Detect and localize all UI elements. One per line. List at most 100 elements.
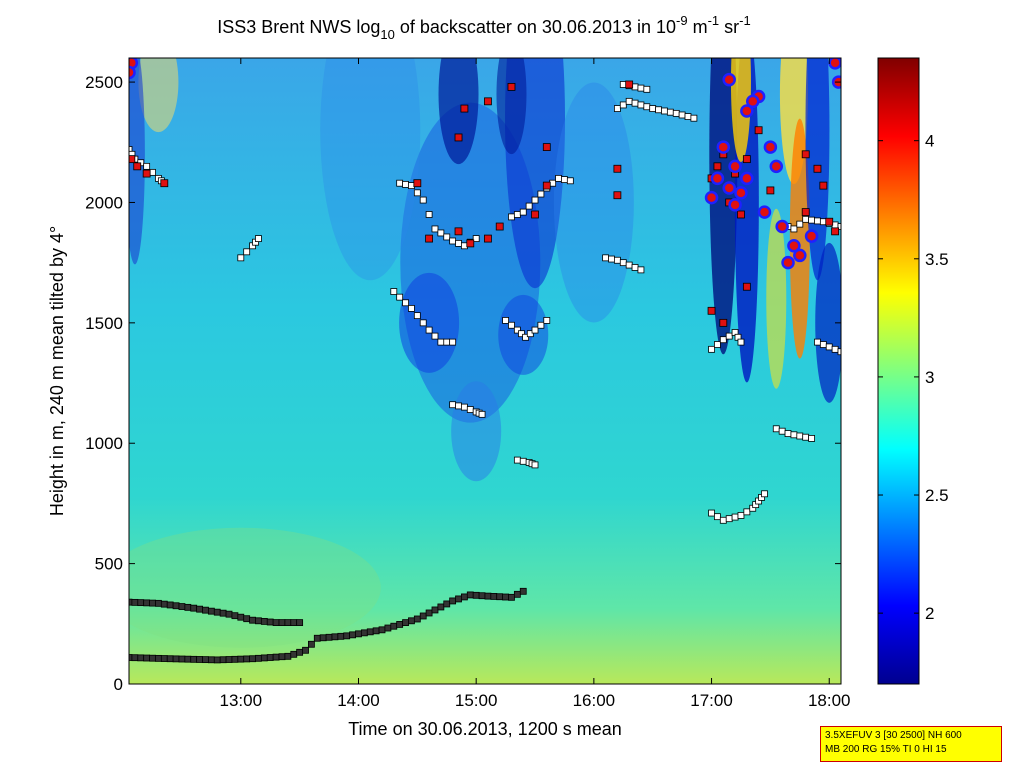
data-marker: [613, 256, 621, 264]
data-marker: [402, 181, 409, 188]
data-marker: [814, 338, 821, 346]
data-marker: [272, 653, 280, 661]
data-marker: [637, 101, 645, 109]
data-marker: [266, 654, 274, 661]
data-marker: [531, 196, 539, 204]
data-marker: [166, 655, 174, 663]
data-marker: [518, 330, 525, 338]
data-marker: [184, 655, 192, 663]
data-marker: [802, 433, 810, 441]
data-marker: [508, 213, 515, 221]
data-marker: [802, 215, 810, 223]
blue-circle-marker: [763, 140, 778, 154]
colorbar-tick-label: 2.5: [925, 486, 949, 505]
data-marker: [308, 640, 315, 648]
data-marker: [519, 208, 527, 216]
red-marker: [531, 210, 539, 219]
blue-circle-marker: [734, 186, 748, 200]
red-marker: [484, 234, 492, 243]
data-marker: [566, 177, 574, 185]
data-marker: [378, 626, 386, 634]
data-marker: [349, 631, 357, 639]
data-marker: [249, 616, 256, 624]
data-marker: [513, 456, 521, 464]
data-marker: [449, 401, 457, 409]
data-marker: [129, 146, 133, 153]
y-tick-label: 1000: [85, 434, 123, 453]
data-marker: [278, 619, 286, 627]
data-marker: [637, 266, 645, 274]
data-marker: [714, 341, 721, 348]
red-marker: [542, 181, 551, 190]
data-marker: [625, 97, 633, 105]
red-marker: [707, 306, 716, 315]
data-marker: [431, 606, 439, 614]
data-marker: [160, 600, 168, 608]
red-marker: [542, 143, 551, 151]
data-marker: [413, 312, 421, 320]
data-marker: [449, 237, 457, 245]
data-marker: [825, 343, 833, 351]
data-marker: [155, 654, 162, 662]
data-marker: [190, 655, 198, 663]
data-marker: [366, 628, 374, 636]
data-marker: [543, 317, 551, 324]
blue-circle-marker: [828, 58, 841, 70]
data-marker: [231, 612, 239, 620]
blue-circle-marker: [804, 229, 819, 243]
data-marker: [425, 326, 433, 334]
red-marker: [766, 186, 775, 195]
data-marker: [502, 593, 509, 601]
data-marker: [449, 597, 457, 605]
colorbar: [877, 57, 920, 685]
data-marker: [731, 513, 739, 521]
data-marker: [355, 630, 362, 638]
red-marker: [831, 227, 840, 236]
blue-circle-markers: [129, 58, 841, 270]
heat-patch: [320, 58, 421, 281]
data-marker: [207, 607, 215, 615]
blue-circle-marker: [129, 65, 136, 80]
colorbar-tick-label: 3.5: [925, 250, 949, 269]
heat-patch: [553, 82, 634, 323]
data-marker: [478, 410, 486, 418]
blue-circle-marker: [781, 255, 795, 270]
data-marker: [296, 648, 304, 656]
data-marker: [678, 111, 686, 119]
data-marker: [737, 338, 745, 346]
data-marker: [449, 338, 457, 346]
blue-circle-marker: [704, 190, 719, 205]
red-marker: [613, 191, 622, 200]
data-marker: [237, 655, 245, 663]
chart-title: ISS3 Brent NWS log10 of backscatter on 3…: [217, 13, 750, 42]
data-marker: [149, 599, 156, 607]
red-marker: [801, 208, 810, 216]
data-marker: [519, 587, 527, 595]
data-marker: [708, 345, 715, 353]
data-marker: [526, 330, 534, 338]
data-marker: [655, 106, 662, 114]
data-marker: [260, 618, 268, 625]
heat-patch: [438, 58, 479, 165]
data-marker: [531, 326, 539, 334]
data-marker: [255, 235, 262, 242]
data-marker: [537, 190, 545, 198]
data-marker: [419, 612, 427, 620]
data-marker: [684, 113, 692, 120]
heat-patch: [399, 272, 460, 373]
data-marker: [708, 509, 715, 517]
data-marker: [672, 109, 680, 117]
data-marker: [160, 655, 168, 662]
data-marker: [690, 114, 698, 122]
data-marker: [190, 604, 198, 612]
red-marker: [613, 164, 622, 173]
data-marker: [472, 591, 480, 599]
data-marker: [413, 615, 421, 623]
data-marker: [443, 600, 451, 608]
data-marker: [466, 406, 474, 413]
data-marker: [513, 590, 521, 598]
data-marker: [666, 108, 674, 116]
data-marker: [243, 248, 251, 256]
data-marker: [631, 264, 639, 271]
heat-patch: [129, 527, 381, 648]
